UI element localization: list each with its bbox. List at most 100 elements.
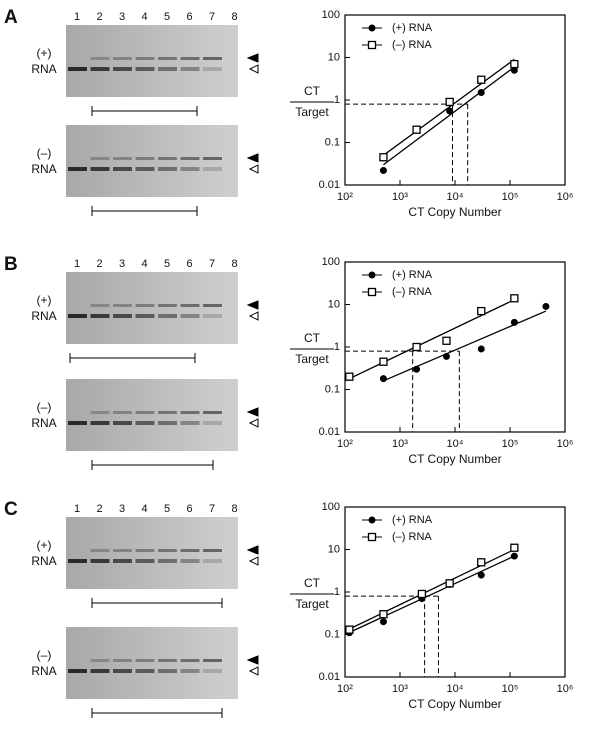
legend-marker [368, 24, 376, 32]
gel-band [180, 304, 200, 307]
gel-band [68, 67, 87, 71]
data-point [477, 345, 485, 353]
data-point [510, 543, 519, 552]
x-tick-label: 10² [337, 191, 353, 203]
chart: 10² 10³ 10⁴ 10⁵ 10⁶ 0.01 0.1 1 10 100 CT Copy Numb… [290, 256, 573, 466]
strand-label: (+) [37, 293, 52, 307]
chart: 10² 10³ 10⁴ 10⁵ 10⁶ 0.01 0.1 1 10 100 CT Copy Numb… [290, 501, 573, 711]
plot-frame [344, 14, 566, 186]
gel-band [158, 67, 177, 71]
data-point [345, 372, 354, 381]
data-point [445, 579, 454, 588]
gel-band [90, 57, 110, 60]
gel-band [180, 421, 200, 425]
lane-number: 2 [96, 11, 102, 23]
gel-band [90, 167, 110, 171]
data-point [510, 66, 518, 74]
y-tick-label: 0.01 [319, 671, 340, 683]
gel-band [90, 559, 110, 563]
lane-number: 6 [186, 258, 192, 270]
molecule-label: RNA [31, 416, 56, 430]
lane-number: 7 [209, 258, 215, 270]
data-point [345, 625, 354, 634]
lane-number: 4 [141, 258, 147, 270]
y-tick-label: 100 [322, 9, 340, 21]
x-tick-label: 10³ [392, 191, 408, 203]
data-point [379, 357, 388, 366]
gel-band [135, 669, 155, 673]
x-tick-label: 10² [337, 683, 353, 695]
x-tick-label: 10⁵ [502, 438, 519, 450]
strand-label: (–) [37, 146, 52, 160]
gel-band [203, 167, 222, 171]
gel-band [203, 669, 222, 673]
gel-band [90, 421, 110, 425]
legend-marker [368, 516, 376, 524]
data-point [379, 375, 387, 383]
gel-band [113, 67, 132, 71]
legend-label: (+) RNA [392, 514, 433, 526]
legend-marker [367, 40, 377, 50]
y-axis-label: CT [304, 84, 321, 98]
gel-band [158, 167, 177, 171]
y-tick-label: 0.1 [325, 628, 340, 640]
lane-number: 8 [231, 503, 237, 515]
panel-label: C [4, 499, 18, 520]
legend-marker [368, 271, 376, 279]
gel-band [158, 659, 177, 662]
y-tick-label: 1 [334, 94, 340, 106]
data-point [445, 97, 454, 107]
gel-image [66, 25, 238, 97]
y-axis-label: Target [295, 597, 329, 611]
gel-band [113, 304, 132, 307]
gel-band [135, 421, 155, 425]
y-tick-label: 100 [322, 256, 340, 268]
molecule-label: RNA [31, 62, 56, 76]
x-tick-label: 10⁵ [502, 683, 519, 695]
panel: C 1 2 3 4 5 6 7 8 (+) RNA (–) RNA [4, 499, 259, 718]
lane-number: 3 [119, 258, 125, 270]
data-point [379, 153, 388, 162]
fit-line [344, 555, 515, 636]
gel-band [113, 57, 132, 60]
panel-label: B [4, 254, 18, 275]
legend-label: (+) RNA [392, 269, 433, 281]
data-point [477, 571, 485, 579]
gel-band [90, 157, 110, 160]
gel-band [135, 304, 155, 307]
gel-band [203, 314, 222, 318]
x-tick-label: 10⁴ [447, 683, 464, 695]
y-tick-label: 0.01 [319, 179, 340, 191]
gel-band [180, 411, 200, 414]
lane-number: 3 [119, 503, 125, 515]
gel-band [203, 421, 222, 425]
legend-label: (–) RNA [392, 286, 432, 298]
band-arrow [246, 407, 259, 417]
gel-band [113, 411, 132, 414]
chart: 10² 10³ 10⁴ 10⁵ 10⁶ 0.01 0.1 1 10 100 CT Copy Numb… [290, 9, 573, 219]
y-axis-label: CT [304, 576, 321, 590]
gel-band [158, 549, 177, 552]
gel-band [135, 549, 155, 552]
plot-frame [344, 506, 566, 678]
lane-number: 8 [231, 258, 237, 270]
gel-band [90, 411, 110, 414]
data-point [477, 558, 486, 567]
gel-band [113, 669, 132, 673]
y-tick-label: 0.1 [325, 383, 340, 395]
gel-band [68, 314, 87, 318]
gel-band [113, 421, 132, 425]
lane-number: 1 [74, 11, 80, 23]
x-axis-label: CT Copy Number [408, 697, 501, 711]
band-arrow [246, 545, 259, 555]
molecule-label: RNA [31, 664, 56, 678]
gel-band [158, 669, 177, 673]
gel-band [203, 659, 222, 662]
x-tick-label: 10⁴ [447, 438, 464, 450]
fit-line [383, 310, 547, 382]
x-tick-label: 10⁶ [557, 683, 574, 695]
gel-band [158, 304, 177, 307]
y-tick-label: 100 [322, 501, 340, 513]
data-point [379, 610, 388, 619]
strand-label: (+) [37, 538, 52, 552]
